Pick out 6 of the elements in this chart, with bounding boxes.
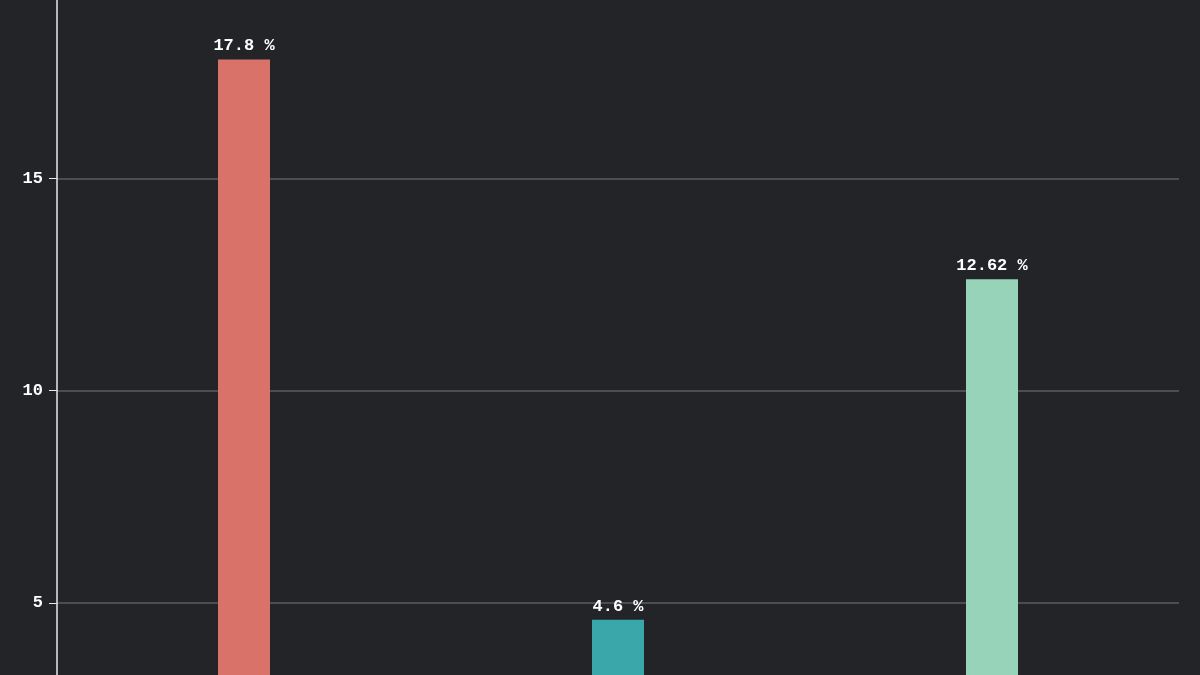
y-tick-label: 10 [22,381,43,401]
data-label: 17.8 % [213,36,276,56]
y-tick-label: 5 [32,593,43,613]
y-tick-label: 15 [22,168,43,188]
data-label: 12.62 % [956,256,1029,276]
data-label: 4.6 % [592,596,645,616]
